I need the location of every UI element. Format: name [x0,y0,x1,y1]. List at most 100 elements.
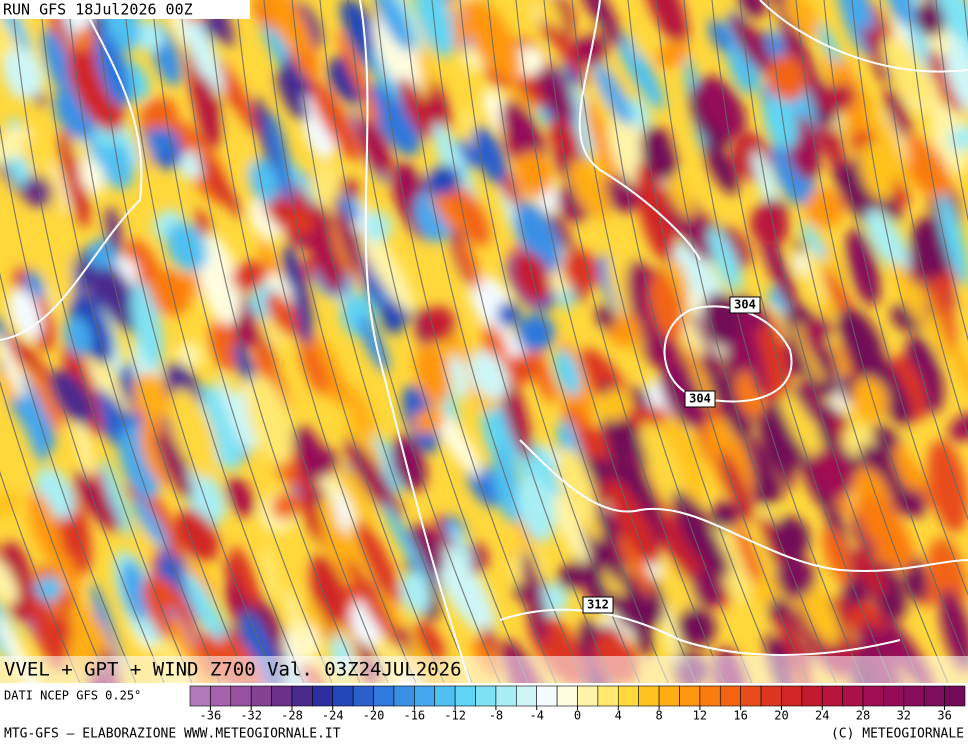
colorbar-swatch [883,685,905,707]
field-blob [728,13,774,76]
field-blob [284,587,312,666]
field-blob [472,125,508,185]
field-blob [632,33,654,59]
field-blob [697,75,746,136]
field-blob [343,384,375,437]
field-blob [34,576,63,602]
colorbar-swatch [679,685,701,707]
field-blob [282,244,313,346]
streamline [823,0,968,597]
field-blob [196,384,243,470]
geopotential-contours [0,0,968,683]
streamline [179,0,361,683]
field-blob [246,375,294,465]
field-blob [851,376,889,423]
colorbar-tick-label: -36 [200,709,222,723]
streamline [907,0,968,342]
colorbar-swatch [821,685,843,707]
streamline [0,380,109,683]
field-blob [248,158,279,204]
colorbar-swatch [719,685,741,707]
field-blob [849,335,913,425]
colorbar-swatch [923,685,945,707]
field-blob [345,558,400,648]
colorbar-tick-label: 12 [693,709,707,723]
field-blob [624,574,653,658]
streamline [767,0,949,683]
field-blob [868,103,911,189]
field-blob [413,408,445,434]
contour-label: 312 [587,598,609,612]
streamline [739,0,921,683]
vertical-velocity-field [0,0,968,683]
field-blob [175,509,219,562]
field-blob [891,261,928,327]
colorbar-swatch [332,685,354,707]
field-blob [635,161,675,263]
field-blob [547,22,590,85]
field-blob [304,599,329,641]
field-blob [783,0,819,39]
field-blob [28,592,66,671]
field-blob [776,383,829,471]
streamline [151,0,333,683]
field-blob [593,62,633,126]
colorbar-swatch [291,685,313,707]
field-blob [184,561,216,604]
field-blob [517,475,556,543]
field-blob [147,488,183,562]
field-blob [148,268,191,317]
field-blob [577,426,608,460]
contour [0,0,143,341]
field-blob [797,576,841,646]
field-blob [892,444,924,500]
data-source: DATI NCEP GFS 0.25° [4,689,141,703]
colorbar-swatch [944,685,966,707]
field-blob [8,288,42,341]
field-blob [444,181,491,247]
field-blob [522,550,547,646]
streamline [795,0,968,666]
streamline [879,0,968,438]
colorbar-tick-label: -8 [489,709,503,723]
field-blob [300,341,328,395]
streamline [487,0,669,683]
field-blob [691,568,724,608]
colorbar-swatch [230,685,252,707]
field-blob [372,13,421,93]
colorbar-swatch [454,685,476,707]
field-blob [712,517,753,605]
field-blob [155,429,193,500]
streamline [207,0,389,683]
field-blob [861,25,884,62]
field-blob [230,545,261,608]
colorbar-tick-label: 20 [774,709,788,723]
field-blob [232,260,268,292]
colorbar-swatch [414,685,436,707]
colorbar-tick-label: 32 [897,709,911,723]
field-blob [266,292,300,337]
field-blob [197,154,244,219]
field-blob [737,0,767,18]
field-blob [67,290,114,364]
field-blob [607,314,642,347]
field-blob [271,493,300,520]
field-blob [449,354,468,401]
field-blob [369,81,421,156]
field-blob [718,451,755,523]
field-blob [548,116,581,160]
colorbar-swatch [740,685,762,707]
title-band [0,656,968,683]
contour [519,439,968,572]
field-blob [569,158,611,220]
streamline [123,0,305,683]
field-blob [139,97,179,135]
label-box [729,296,761,314]
field-blob [704,139,739,195]
field-blob [49,369,95,425]
colorbar-swatch [638,685,660,707]
colorbar-tick-label: -24 [322,709,344,723]
contour-label: 304 [734,298,756,312]
colorbar-swatch [577,685,599,707]
colorbar-swatch [189,685,211,707]
